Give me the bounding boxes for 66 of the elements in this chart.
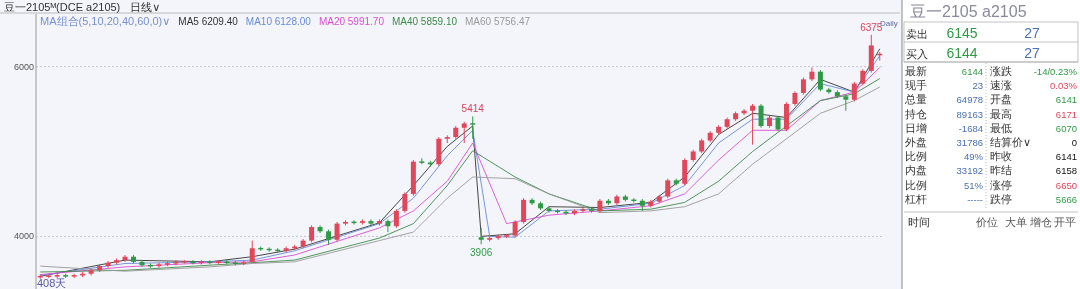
text: 33192: [956, 165, 983, 177]
text: 外盘: [905, 136, 927, 148]
text: 时间: [908, 216, 930, 228]
text: 49%: [963, 151, 984, 163]
annotation: 5414: [461, 103, 485, 115]
text: 27: [1024, 45, 1040, 61]
text: 27: [1024, 25, 1040, 41]
text: 杠杆: [904, 192, 927, 205]
text: -14/0.23%: [1033, 66, 1078, 77]
text: 64978: [956, 94, 983, 106]
text: 23: [972, 80, 983, 92]
text: 比例: [905, 178, 927, 191]
text: 买入: [906, 48, 928, 60]
chart-subtitle: 日线∨: [130, 1, 161, 13]
text: 0: [1071, 137, 1077, 148]
annotation: Daily: [880, 19, 898, 28]
text: -1684: [958, 122, 983, 134]
legend-title: MA组合(5,10,20,40,60,0)∨: [40, 15, 171, 27]
annotation: 408天: [37, 277, 67, 289]
text: 总量: [904, 93, 927, 106]
text: 日增: [905, 121, 927, 134]
text: 6141: [1055, 94, 1077, 106]
text: 涨停: [990, 178, 1012, 191]
text: 现手: [905, 79, 927, 92]
text: 最新: [905, 65, 927, 77]
text: 昨结: [990, 164, 1012, 177]
text: 6144: [961, 66, 983, 77]
text: 结算价∨: [990, 136, 1032, 148]
text: 大单: [1005, 216, 1027, 228]
text: MA40 5859.10: [391, 16, 458, 27]
text: 跌停: [990, 192, 1012, 205]
y-tick-label: 4000: [13, 231, 34, 242]
text: 最高: [990, 107, 1012, 120]
text: 昨收: [990, 150, 1012, 163]
text: 开平: [1054, 216, 1076, 228]
text: 31786: [956, 137, 983, 148]
text: MA10 6128.00: [245, 16, 312, 27]
text: 6650: [1055, 179, 1077, 191]
text: 0.03%: [1050, 80, 1078, 92]
text: 6141: [1055, 151, 1077, 163]
text: 内盘: [905, 164, 927, 177]
text: MA60 5756.47: [465, 16, 531, 27]
text: 最低: [990, 121, 1012, 134]
text: 持仓: [905, 107, 927, 120]
text: 价位: [975, 216, 998, 228]
text: 速涨: [990, 79, 1012, 92]
text: 开盘: [990, 93, 1012, 106]
text: 6145: [946, 25, 978, 41]
text: 涨跌: [990, 65, 1012, 77]
text: 6144: [946, 45, 978, 61]
text: 5666: [1055, 193, 1077, 205]
text: 6158: [1055, 165, 1077, 177]
text: 6171: [1055, 108, 1077, 120]
text: MA5 6209.40: [178, 16, 239, 27]
text: 卖出: [906, 28, 928, 40]
text: 89163: [956, 108, 983, 120]
text: 比例: [905, 150, 927, 163]
text: 豆一2105 a2105: [910, 3, 1027, 20]
y-tick-label: 6000: [13, 61, 34, 72]
text: 51%: [963, 179, 984, 191]
chart-title: 豆一2105ᴹ(DCE a2105): [4, 1, 121, 13]
text: 6070: [1055, 122, 1077, 134]
text: MA20 5991.70: [318, 16, 385, 27]
text: -----: [967, 193, 983, 205]
text: 增仓: [1029, 216, 1052, 228]
annotation: 3906: [470, 247, 493, 259]
